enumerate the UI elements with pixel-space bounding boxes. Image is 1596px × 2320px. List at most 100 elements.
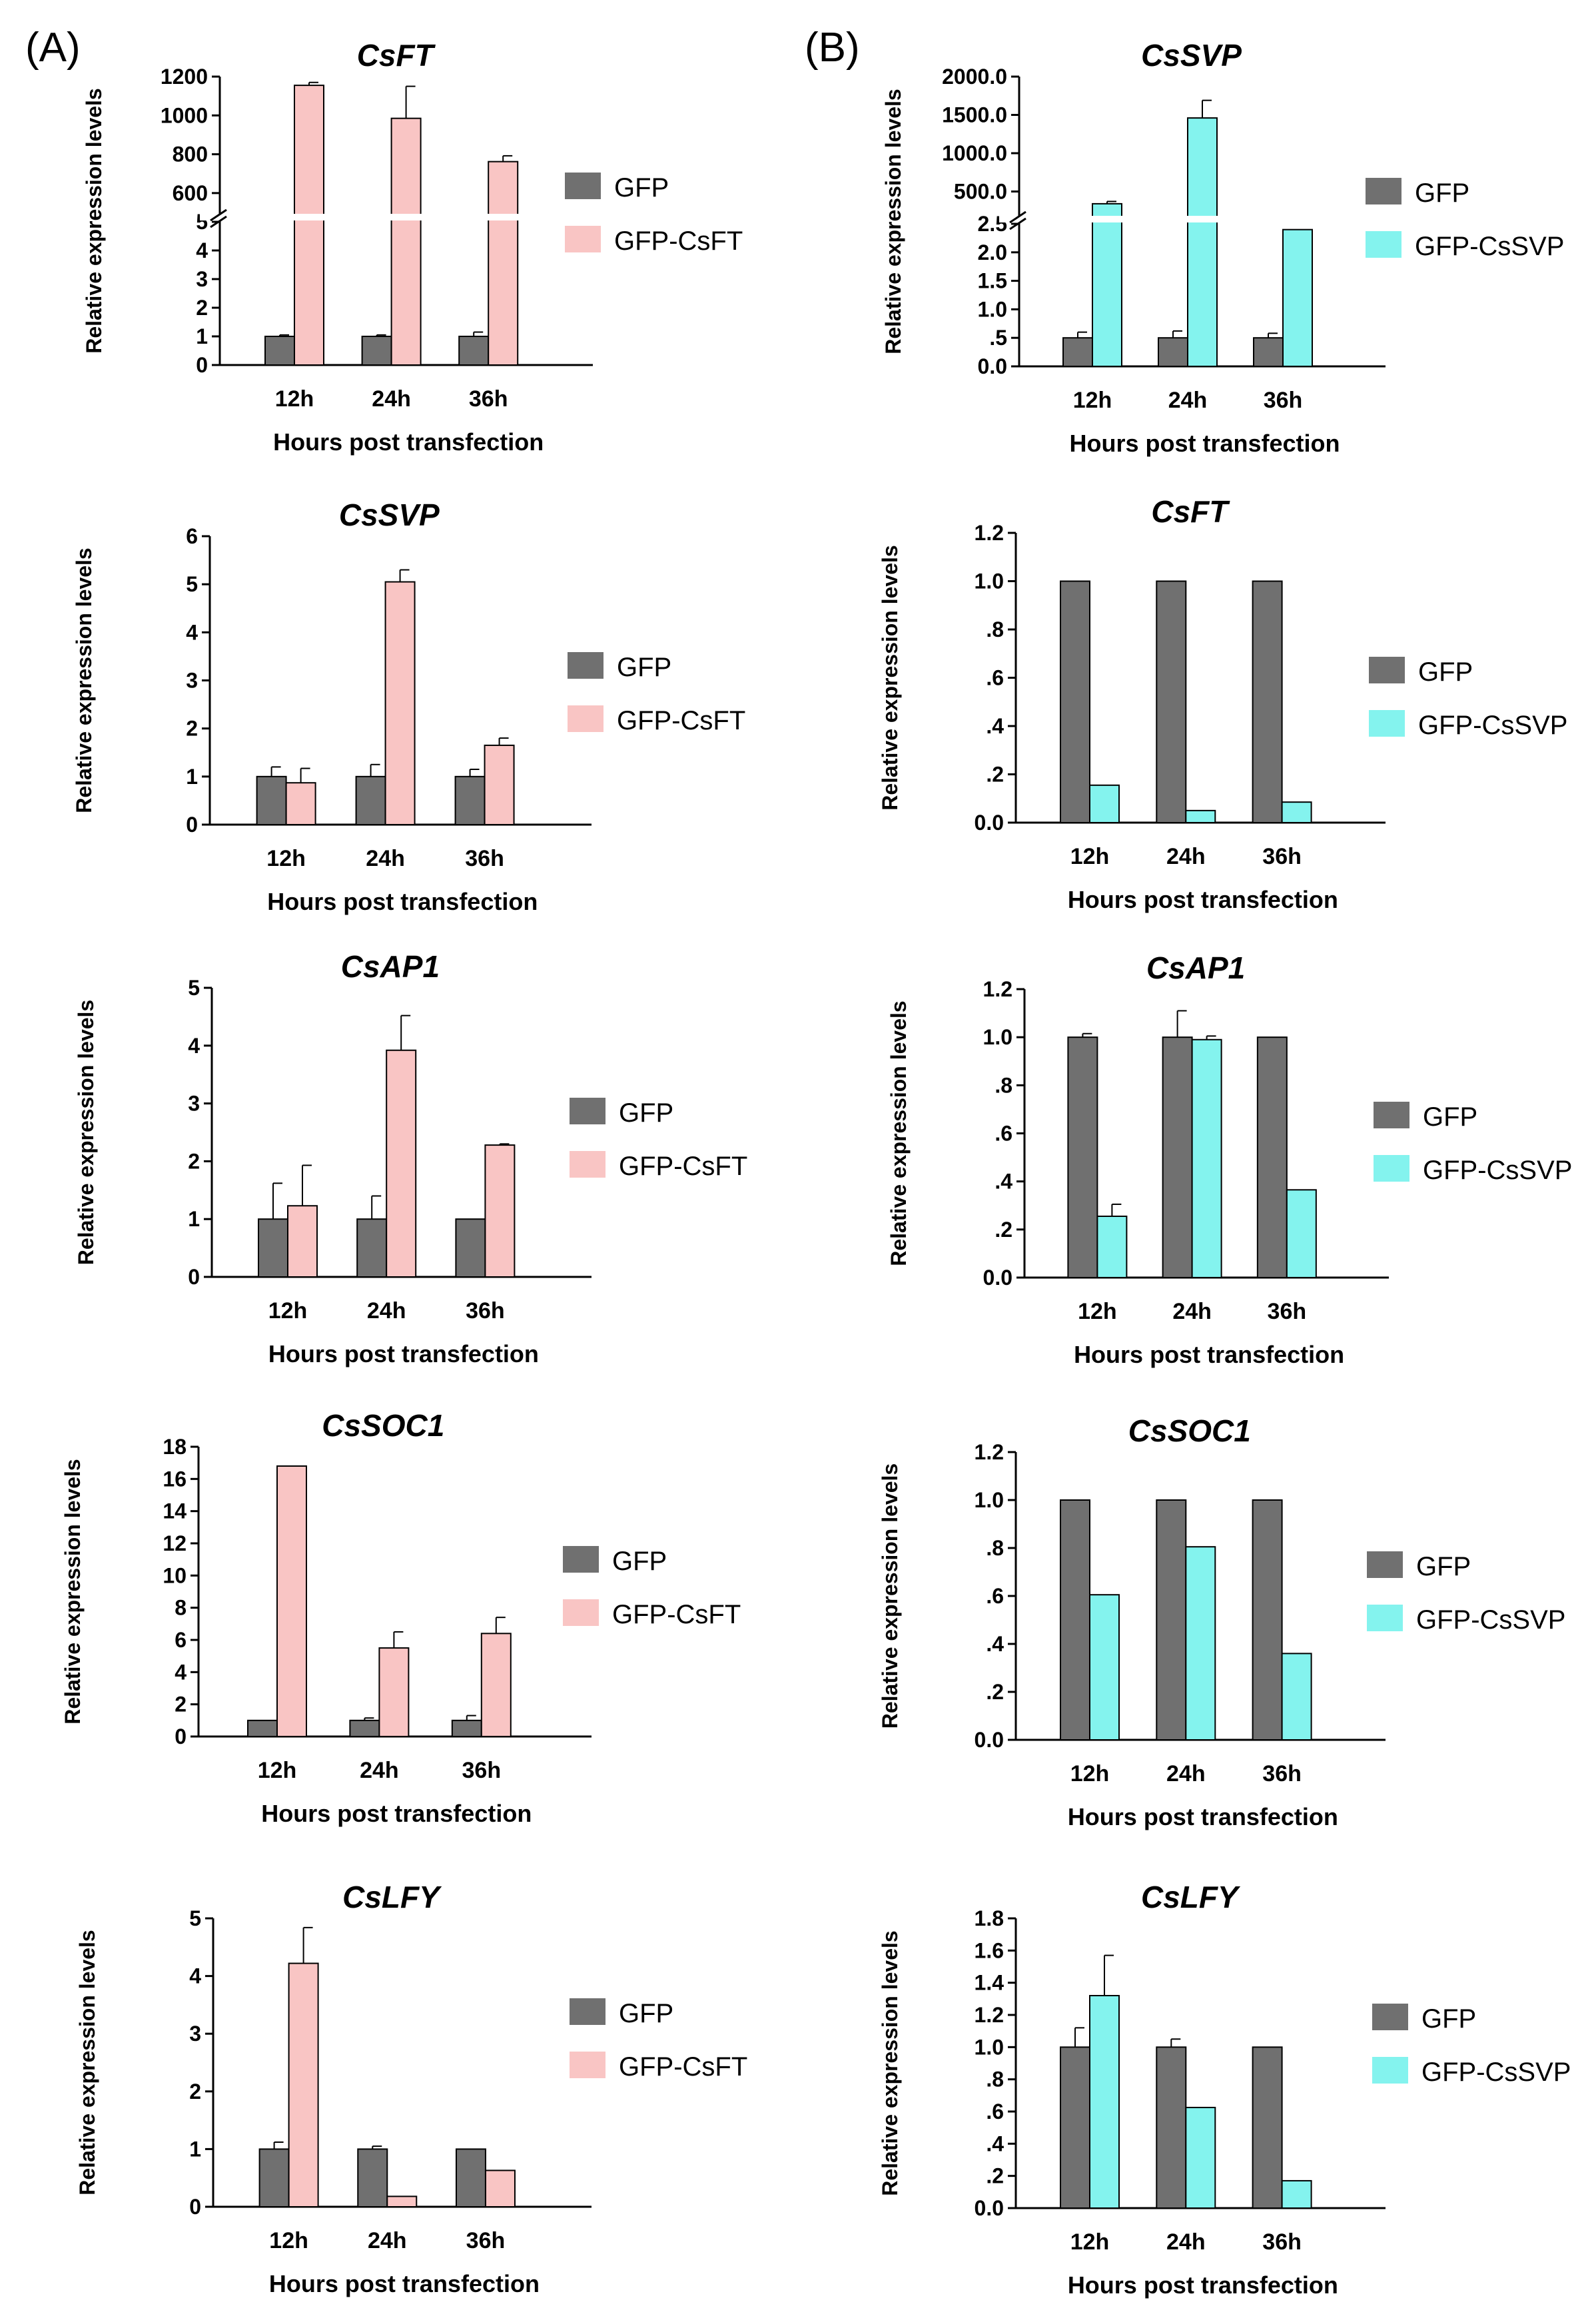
panel-label-b: (B): [805, 25, 860, 71]
chart-title: CsSVP: [1141, 38, 1242, 73]
axis-break-gap: [999, 216, 1386, 222]
y-tick-label: .5: [989, 326, 1007, 350]
bar-overexpression-24h: [1185, 1546, 1216, 1740]
bar-gfp-36h: [451, 1719, 482, 1737]
x-tick-label: 24h: [1166, 844, 1206, 869]
y-tick-label: 1000.0: [942, 141, 1007, 165]
bar-overexpression-36h: [480, 1633, 512, 1737]
bar-gfp-12h: [1060, 580, 1090, 823]
legend-swatch-overexpression: [563, 1599, 599, 1626]
y-tick-label: 3: [188, 1092, 200, 1116]
y-tick-label: 1.0: [975, 1488, 1004, 1512]
y-tick-label: 2000.0: [942, 65, 1007, 89]
y-tick-label: 1.2: [983, 977, 1012, 1001]
legend-label: GFP-CsSVP: [1423, 1156, 1572, 1185]
x-tick-label: 24h: [372, 386, 411, 412]
y-tick-label: 1: [196, 324, 208, 348]
y-tick-label: .6: [995, 1122, 1012, 1146]
y-tick-label: 1.0: [978, 297, 1007, 321]
y-tick-label: .6: [986, 2100, 1004, 2124]
x-tick-label: 36h: [465, 846, 504, 871]
bar-gfp-12h: [1060, 2046, 1090, 2209]
y-tick-label: .4: [986, 1632, 1004, 1656]
y-tick-label: .6: [986, 666, 1004, 690]
y-tick-label: 5: [189, 1906, 201, 1930]
chart-3: CsSVP 0 1 2 3 4 5 6 12h 24h 36h Relative expression…: [72, 498, 745, 915]
y-tick-label: 10: [163, 1563, 187, 1587]
bar-gfp-36h: [454, 775, 486, 826]
x-tick-label: 24h: [366, 846, 405, 871]
x-tick-label: 36h: [1262, 1761, 1302, 1786]
bar-gfp-24h: [1162, 1036, 1193, 1278]
y-tick-label: 6: [186, 524, 198, 548]
bar-overexpression-24h: [1191, 1038, 1222, 1279]
y-axis-label: Relative expression levels: [881, 89, 905, 354]
y-tick-label: 2: [189, 2080, 201, 2104]
chart-10: CsLFY 0.0 .2 .4 .6 .8 1.0 1.2 1.4 1.6 1.8 12h 24h 36h…: [878, 1880, 1571, 2299]
x-tick-label: 24h: [1168, 388, 1208, 413]
bar-gfp-12h: [1062, 337, 1093, 368]
legend-label: GFP: [619, 1999, 673, 2028]
y-axis-label: Relative expression levels: [82, 88, 106, 353]
axis-break-mark: [1009, 217, 1026, 230]
chart-title: CsSOC1: [322, 1408, 444, 1443]
legend-label: GFP-CsSVP: [1418, 711, 1567, 740]
x-tick-label: 36h: [1268, 1299, 1307, 1324]
legend-label: GFP-CsSVP: [1416, 1605, 1565, 1635]
bar-gfp-12h: [1067, 1036, 1098, 1278]
x-tick-label: 36h: [462, 1758, 502, 1783]
legend-swatch-overexpression: [1366, 231, 1401, 258]
axis-break-mark: [210, 208, 227, 222]
x-axis-label: Hours post transfection: [1074, 1341, 1344, 1368]
bar-gfp-36h: [1252, 580, 1283, 823]
y-tick-label: 0: [196, 353, 208, 377]
y-axis-label: Relative expression levels: [75, 1930, 99, 2195]
y-tick-label: 500.0: [954, 180, 1007, 204]
bar-overexpression-24h: [1185, 809, 1216, 823]
bar-gfp-36h: [1256, 1036, 1288, 1278]
y-tick-label: 1.4: [975, 1971, 1004, 1995]
legend-label: GFP-CsFT: [619, 2052, 747, 2082]
legend-label: GFP: [1423, 1102, 1477, 1132]
bar-overexpression-12h: [1089, 784, 1120, 823]
x-tick-label: 12h: [1073, 388, 1112, 413]
legend-swatch-gfp: [570, 1998, 605, 2025]
y-tick-label: 1: [188, 1207, 200, 1231]
bar-overexpression-24h: [386, 2195, 418, 2208]
x-tick-label: 12h: [268, 1298, 308, 1324]
legend-swatch-overexpression: [1372, 2057, 1408, 2084]
x-tick-label: 12h: [1070, 2229, 1110, 2255]
chart-9: CsLFY 0 1 2 3 4 5 12h 24h 36h Relative expression …: [75, 1880, 747, 2297]
y-tick-label: .2: [986, 2164, 1004, 2188]
x-axis-label: Hours post transfection: [273, 428, 544, 456]
y-tick-label: 4: [188, 1034, 200, 1058]
bar-gfp-24h: [1156, 580, 1187, 823]
y-tick-label: 2: [188, 1149, 200, 1173]
y-tick-label: 1.0: [983, 1025, 1012, 1049]
y-tick-label: 1.6: [975, 1938, 1004, 1962]
bar-gfp-12h: [258, 2148, 290, 2207]
y-tick-label: 16: [163, 1467, 187, 1491]
y-tick-label: 4: [186, 620, 198, 644]
y-tick-label: 5: [186, 572, 198, 596]
chart-4: CsFT 0.0 .2 .4 .6 .8 1.0 1.2 12h 24h 36h Relative e…: [878, 494, 1567, 913]
legend-swatch-gfp: [1372, 2004, 1408, 2030]
y-tick-label: .4: [986, 2131, 1004, 2155]
bar-overexpression-24h: [1185, 2106, 1216, 2209]
legend-swatch-gfp: [1374, 1102, 1409, 1128]
bar-overexpression-24h: [386, 1049, 417, 1278]
legend-label: GFP-CsFT: [619, 1152, 747, 1181]
legend-swatch-gfp: [1367, 1551, 1403, 1578]
x-tick-label: 12h: [258, 1758, 297, 1783]
legend-label: GFP: [1416, 1552, 1471, 1581]
chart-5: CsAP1 0 1 2 3 4 5 12h 24h 36h Relative expression …: [74, 949, 747, 1367]
y-tick-label: .8: [995, 1073, 1012, 1097]
x-tick-label: 12h: [1070, 1761, 1110, 1786]
x-tick-label: 36h: [1264, 388, 1303, 413]
legend-swatch-overexpression: [568, 705, 603, 732]
panel-label-a: (A): [25, 25, 81, 71]
bar-overexpression-36h: [1281, 801, 1312, 823]
y-tick-label: 1.2: [975, 1440, 1004, 1464]
y-tick-label: 0.0: [975, 1728, 1004, 1752]
legend-swatch-overexpression: [570, 1151, 605, 1178]
